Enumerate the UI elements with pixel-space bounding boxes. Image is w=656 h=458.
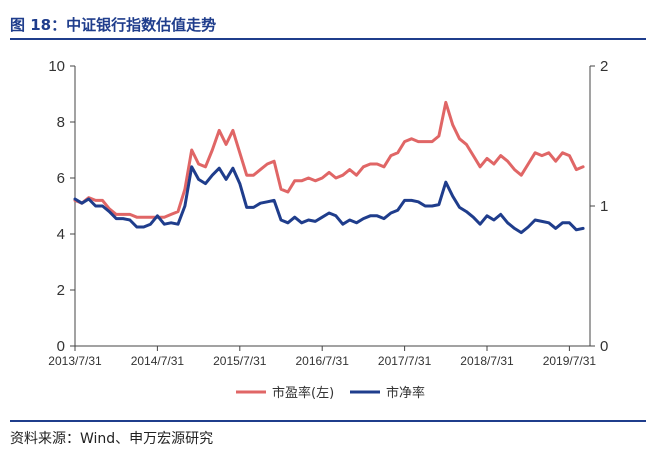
y-right-tick-label: 2: [600, 58, 608, 75]
chart: 0 2 4 6 8 10 0 1 2 2013/7/31 2014/7/31 2015/7/31 201…: [48, 58, 608, 401]
y-left-tick-label: 8: [57, 114, 65, 131]
source-note: 资料来源：Wind、申万宏源研究: [10, 431, 214, 447]
y-left-tick-label: 10: [48, 58, 65, 75]
x-tick-label: 2016/7/31: [296, 354, 350, 368]
x-tick-label: 2014/7/31: [131, 354, 185, 368]
source-rule: [10, 420, 646, 422]
y-left-tick-label: 4: [57, 226, 65, 243]
x-tick-label: 2018/7/31: [460, 354, 514, 368]
legend-label-pe: 市盈率(左): [272, 385, 334, 401]
y-left-tick-label: 6: [57, 170, 65, 187]
pe-ratio-line: [73, 100, 585, 219]
legend-label-pb: 市净率: [386, 385, 425, 401]
y-right-tick-label: 0: [600, 338, 608, 355]
x-tick-label: 2015/7/31: [213, 354, 267, 368]
chart-legend: 市盈率(左) 市净率: [236, 385, 425, 401]
x-tick-label: 2013/7/31: [48, 354, 102, 368]
y-left-tick-label: 0: [57, 338, 65, 355]
pb-ratio-line: [73, 165, 585, 235]
x-tick-label: 2017/7/31: [378, 354, 432, 368]
y-left-tick-label: 2: [57, 282, 65, 299]
title-rule: [10, 38, 646, 40]
x-tick-label: 2019/7/31: [543, 354, 597, 368]
chart-title: 图 18：中证银行指数估值走势: [10, 16, 217, 34]
chart-series: [73, 100, 585, 235]
y-right-tick-label: 1: [600, 198, 608, 215]
chart-axes: 0 2 4 6 8 10 0 1 2 2013/7/31 2014/7/31 2015/7/31 201…: [48, 58, 608, 368]
